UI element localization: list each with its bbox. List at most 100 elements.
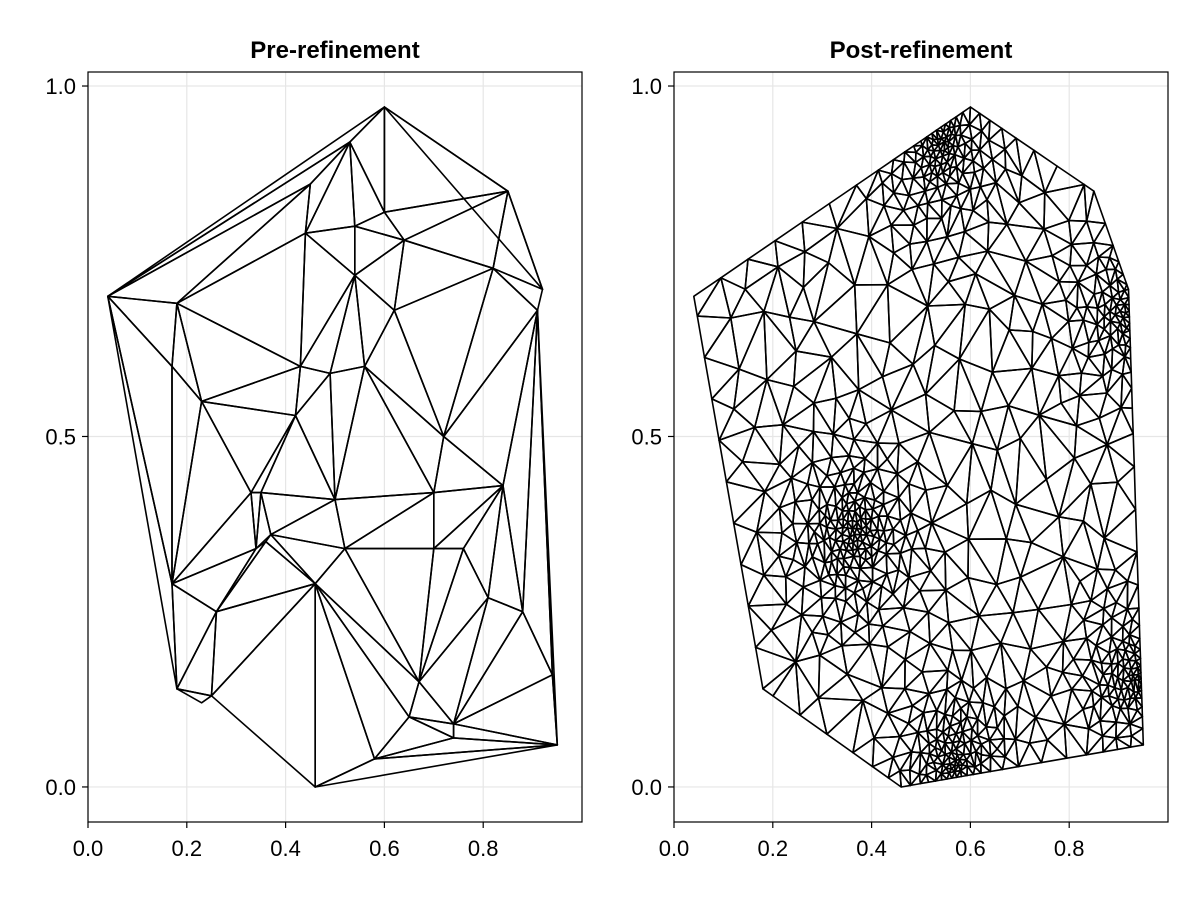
mesh-triangle: [929, 551, 947, 591]
mesh-triangle: [926, 280, 966, 307]
mesh-triangle: [1133, 691, 1140, 699]
mesh-triangle: [1046, 723, 1068, 759]
mesh-triangle: [1108, 695, 1119, 707]
mesh-triangle: [946, 679, 963, 699]
mesh-triangle: [856, 333, 884, 391]
mesh-triangle: [1065, 299, 1078, 323]
mesh-triangle: [975, 743, 983, 756]
mesh-triangle: [827, 621, 843, 647]
mesh-triangle: [813, 284, 858, 335]
mesh-triangle: [393, 267, 494, 438]
mesh-triangle: [802, 579, 823, 599]
mesh-triangle: [1126, 551, 1139, 586]
mesh-triangle: [107, 106, 386, 298]
mesh-triangle: [703, 317, 740, 370]
mesh-triangle: [354, 225, 405, 277]
mesh: [107, 106, 559, 788]
mesh-triangle: [1007, 367, 1040, 416]
mesh-triangle: [982, 702, 996, 728]
mesh-triangle: [171, 547, 257, 613]
mesh-triangle: [926, 202, 943, 220]
mesh-triangle: [878, 585, 894, 611]
mesh-triangle: [806, 522, 821, 533]
mesh-triangle: [770, 603, 803, 632]
mesh-triangle: [980, 754, 992, 765]
mesh-triangle: [1106, 368, 1124, 394]
mesh-triangle: [733, 378, 768, 429]
mesh-triangle: [849, 527, 856, 538]
mesh-triangle: [1129, 735, 1145, 748]
mesh-triangle: [314, 582, 376, 788]
mesh-triangle: [854, 613, 870, 634]
mesh-triangle: [1006, 223, 1045, 262]
mesh-triangle: [959, 730, 966, 745]
mesh-triangle: [1128, 618, 1141, 636]
mesh-triangle: [932, 256, 960, 283]
mesh-triangle: [763, 574, 788, 605]
mesh-triangle: [1121, 332, 1131, 346]
mesh-triangle: [1117, 698, 1126, 710]
mesh-triangle: [926, 217, 943, 243]
mesh-triangle: [1034, 716, 1066, 741]
mesh-triangle: [824, 560, 833, 576]
mesh-triangle: [944, 538, 970, 579]
mesh-triangle: [950, 194, 962, 210]
mesh-triangle: [260, 491, 336, 536]
mesh-triangle: [1057, 372, 1083, 397]
mesh-triangle: [1102, 663, 1113, 676]
y-tick-label: 1.0: [45, 74, 76, 99]
mesh-triangle: [828, 528, 837, 542]
mesh-triangle: [418, 547, 489, 683]
mesh-triangle: [908, 461, 927, 491]
mesh-triangle: [795, 523, 810, 545]
mesh-triangle: [842, 566, 851, 577]
mesh-triangle: [845, 543, 854, 552]
mesh-triangle: [948, 166, 958, 178]
mesh-triangle: [1057, 374, 1081, 404]
mesh-triangle: [974, 273, 1016, 310]
mesh-triangle: [1088, 323, 1100, 344]
mesh-triangle: [971, 442, 999, 491]
mesh-triangle: [944, 741, 954, 753]
mesh-triangle: [1109, 268, 1118, 287]
mesh-triangle: [836, 227, 870, 286]
mesh-triangle: [939, 149, 946, 157]
mesh-triangle: [928, 409, 974, 445]
mesh-triangle: [1073, 425, 1108, 459]
mesh-triangle: [804, 556, 821, 582]
mesh-triangle: [890, 161, 905, 181]
pre-refinement-panel: 0.0 0.2 0.4 0.6 0.8 0.0 0.5 1.0 Pre-refinement: [45, 37, 583, 861]
mesh-triangle: [989, 755, 1006, 771]
mesh-triangle: [988, 127, 1006, 150]
y-tick-label: 1.0: [631, 74, 662, 99]
mesh-triangle: [995, 576, 1022, 614]
mesh-triangle: [972, 149, 985, 170]
mesh-triangle: [933, 144, 942, 152]
mesh-triangle: [1014, 705, 1037, 741]
mesh-triangle: [926, 303, 966, 347]
x-tick-label: 0.8: [468, 836, 499, 861]
mesh-triangle: [1115, 298, 1126, 306]
mesh-triangle: [1021, 149, 1046, 194]
mesh-triangle: [995, 181, 1020, 225]
mesh-triangle: [171, 582, 218, 690]
mesh-triangle: [1078, 392, 1108, 419]
mesh-triangle: [826, 456, 842, 477]
mesh-triangle: [893, 534, 907, 555]
mesh-triangle: [784, 576, 805, 605]
mesh-triangle: [354, 239, 405, 312]
mesh-triangle: [452, 596, 524, 725]
post-refinement-panel: 0.0 0.2 0.4 0.6 0.8 0.0 0.5 1.0 Post-refinement: [631, 37, 1169, 861]
mesh-triangle: [885, 528, 895, 546]
mesh-triangle: [818, 634, 843, 656]
mesh-triangle: [873, 735, 901, 759]
mesh-triangle: [176, 610, 218, 697]
mesh-triangle: [943, 136, 950, 143]
mesh-triangle: [1045, 457, 1076, 518]
mesh-triangle: [1103, 481, 1137, 539]
mesh-triangle: [1032, 303, 1053, 340]
mesh-triangle: [813, 397, 837, 435]
mesh-triangle: [1073, 443, 1108, 485]
mesh-triangle: [880, 646, 906, 689]
